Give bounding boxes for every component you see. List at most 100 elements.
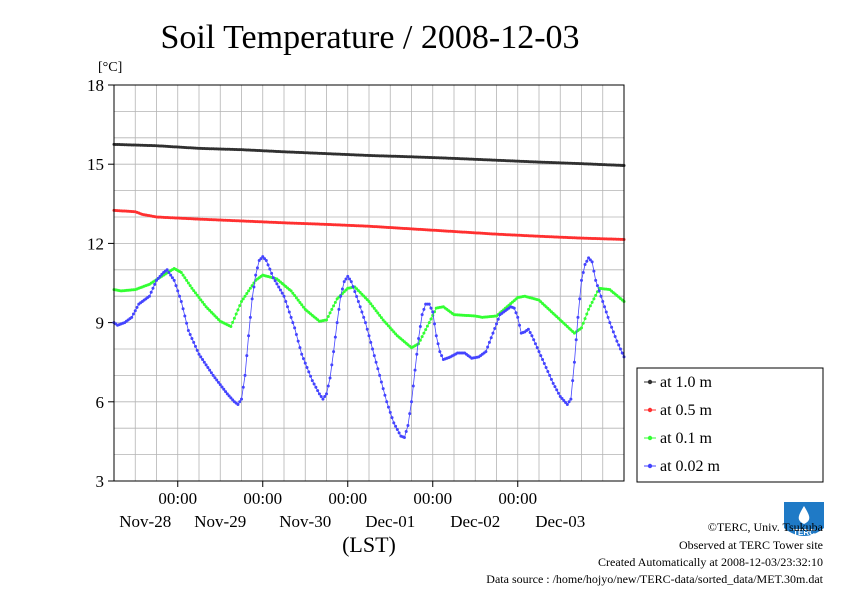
series-point <box>379 316 383 320</box>
series-point <box>580 326 583 330</box>
series-point <box>420 335 424 339</box>
series-point <box>174 284 178 288</box>
series-point <box>273 279 277 283</box>
legend-label: at 0.5 m <box>660 402 713 419</box>
series-point <box>192 289 196 293</box>
legend-item: at 0.5 m <box>644 402 713 419</box>
series-point <box>379 380 383 384</box>
series-point <box>580 278 583 282</box>
series-point <box>193 344 197 348</box>
series-point <box>247 334 251 338</box>
series-point <box>261 255 265 259</box>
series-point <box>319 395 323 399</box>
series-point <box>434 334 438 338</box>
series-point <box>186 281 190 285</box>
series-1 <box>112 142 626 168</box>
series-point <box>592 297 596 301</box>
x-date-label: Nov-28 <box>119 512 171 531</box>
series-4 <box>112 255 626 439</box>
series-point <box>130 315 134 319</box>
series-point <box>542 362 546 366</box>
footer-site: Observed at TERC Tower site <box>679 538 823 552</box>
series-point <box>238 400 242 404</box>
series-point <box>438 350 442 354</box>
series-point <box>282 294 286 298</box>
series-point <box>427 302 431 306</box>
series-point <box>183 276 187 280</box>
legend-label: at 1.0 m <box>660 374 713 391</box>
series-point <box>211 373 215 377</box>
series-point <box>151 286 155 290</box>
series-point <box>263 257 267 261</box>
grid <box>114 85 624 481</box>
legend-marker <box>647 407 653 413</box>
series-point <box>135 305 139 309</box>
series-point <box>231 320 235 324</box>
series-point <box>592 269 596 273</box>
series-point <box>374 309 378 313</box>
series-2 <box>112 208 626 241</box>
series-point <box>270 271 274 275</box>
y-ticks: 18 15 12 9 6 3 <box>87 76 114 491</box>
series-point <box>213 376 217 380</box>
y-tick-label: 15 <box>87 155 104 174</box>
series-point <box>362 315 366 319</box>
series-point <box>597 289 601 293</box>
series-point <box>394 424 398 428</box>
series-point <box>356 299 360 303</box>
x-axis-label: (LST) <box>342 532 396 557</box>
series-point <box>491 331 495 335</box>
series-point <box>385 322 389 326</box>
series-point <box>232 316 236 320</box>
series-point <box>155 278 158 282</box>
series-point <box>587 256 591 260</box>
series-point <box>250 297 254 301</box>
series-point <box>201 358 205 362</box>
series-point <box>339 294 343 298</box>
series-point <box>369 302 373 306</box>
series-point <box>617 343 621 347</box>
series-point <box>181 273 185 277</box>
y-tick-label: 9 <box>96 314 105 333</box>
series-point <box>535 346 539 350</box>
chart-title: Soil Temperature / 2008-12-03 <box>160 19 579 56</box>
series-point <box>537 350 541 354</box>
series-point <box>240 397 243 401</box>
series-point <box>179 299 183 303</box>
series-point <box>369 340 373 344</box>
series-3 <box>112 266 626 350</box>
series-point <box>572 360 576 364</box>
series-point <box>330 363 334 367</box>
series-point <box>560 397 564 400</box>
series-point <box>351 285 355 289</box>
series-point <box>422 307 426 311</box>
series-point <box>199 355 203 359</box>
series-point <box>167 270 171 274</box>
series-point <box>291 321 295 325</box>
series-point <box>562 398 566 402</box>
footer-source: Data source : /home/hojyo/new/TERC-data/… <box>486 572 823 586</box>
series-point <box>594 278 598 282</box>
series-point <box>363 321 367 325</box>
series-point <box>192 340 196 344</box>
series-point <box>603 305 607 309</box>
series-point <box>528 331 532 334</box>
series-point <box>301 305 305 309</box>
series-point <box>170 276 174 280</box>
series-point <box>309 374 313 378</box>
legend-items: at 1.0 m at 0.5 m at 0.1 m at 0.02 m <box>644 374 721 475</box>
series-point <box>386 324 390 328</box>
series-point <box>333 300 337 304</box>
series-point <box>243 294 247 298</box>
water-drop-icon <box>798 506 810 524</box>
series-point <box>303 361 307 365</box>
series-point <box>307 370 311 374</box>
legend-item: at 0.02 m <box>644 458 721 475</box>
series-point <box>620 351 624 355</box>
series-point <box>248 286 252 290</box>
series-point <box>590 260 594 264</box>
series-point <box>526 327 530 331</box>
series-point <box>224 390 228 394</box>
series-point <box>583 263 587 267</box>
series-point <box>335 321 339 325</box>
